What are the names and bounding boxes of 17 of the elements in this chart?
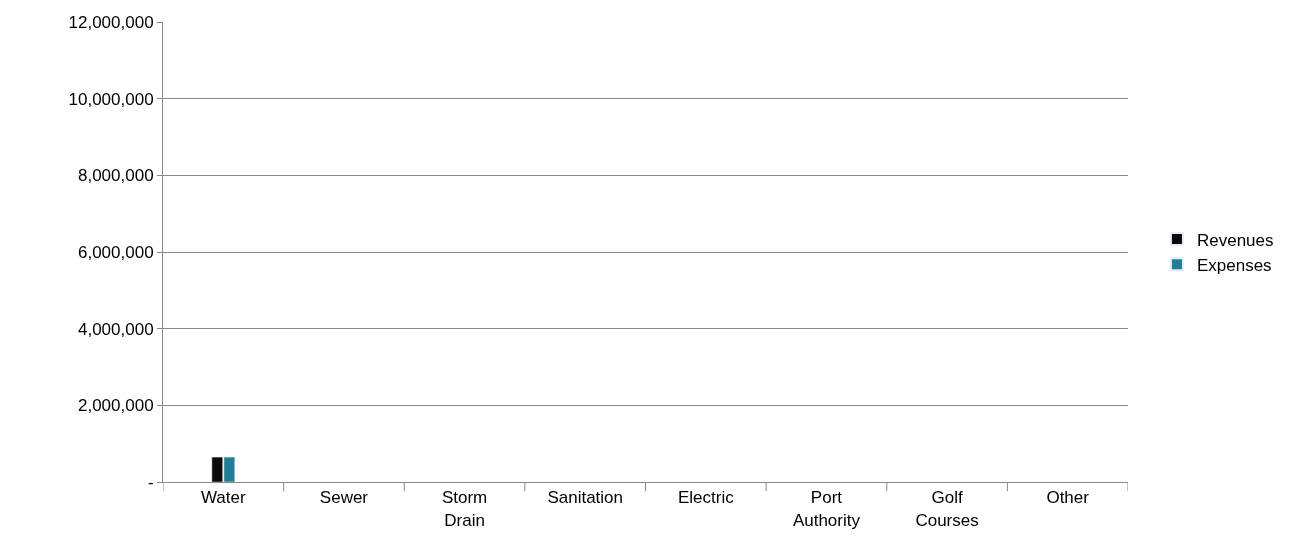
- legend-label: Revenues: [1196, 230, 1274, 250]
- y-tick-label: -: [147, 472, 154, 492]
- y-tick-label: 2,000,000: [77, 396, 154, 416]
- y-tick-label: 12,000,000: [68, 12, 154, 32]
- legend-label: Expenses: [1196, 255, 1272, 275]
- x-tick-label: Golf Courses: [915, 488, 979, 530]
- x-tick-label: Storm Drain: [441, 488, 488, 530]
- x-tick-label: Sewer: [319, 488, 369, 508]
- x-tick-label: Water: [200, 488, 246, 508]
- y-tick-label: 4,000,000: [77, 319, 154, 339]
- y-tick-label: 6,000,000: [77, 242, 154, 262]
- x-tick-label: Sanitation: [547, 488, 623, 508]
- x-tick-label: Port Authority: [792, 488, 861, 530]
- y-tick-label: 10,000,000: [68, 89, 154, 109]
- x-tick-label: Electric: [677, 488, 735, 508]
- y-tick-label: 8,000,000: [77, 166, 154, 186]
- x-tick-label: Other: [1046, 488, 1090, 508]
